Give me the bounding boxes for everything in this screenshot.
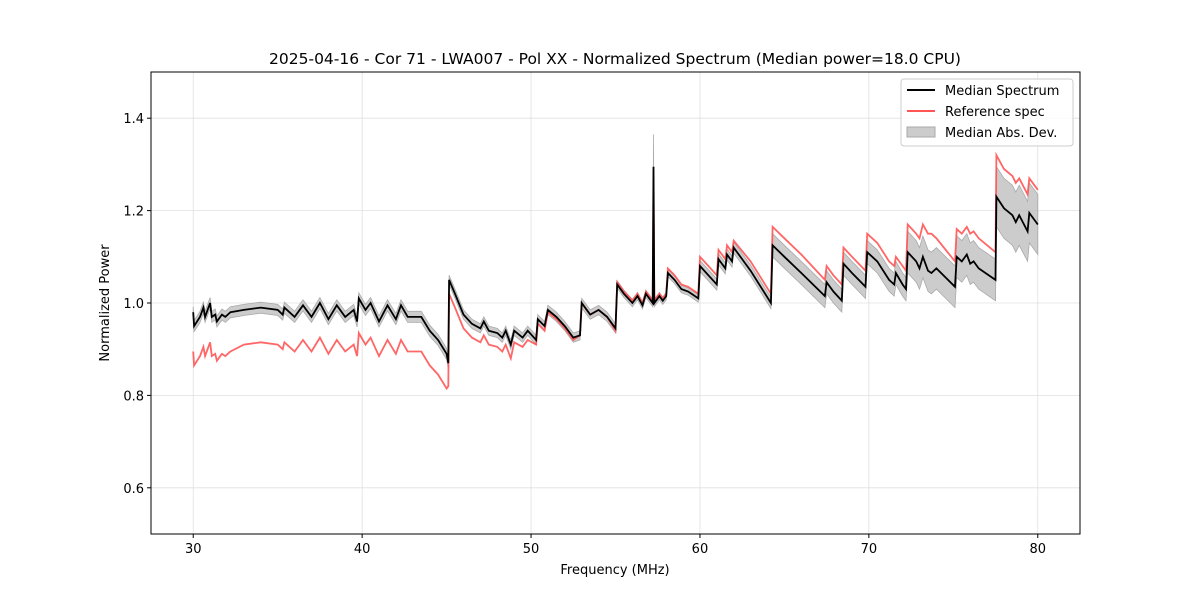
- y-tick-label: 1.4: [123, 112, 144, 127]
- legend: Median Spectrum Reference spec Median Ab…: [900, 78, 1074, 147]
- y-axis-label: Normalized Power: [98, 244, 113, 362]
- y-tick-label: 0.8: [123, 389, 144, 404]
- axis-ticks: 30 40 50 60 70 80 0.6 0.8 1.0 1.2 1.4: [123, 112, 1046, 557]
- x-tick-label: 50: [523, 542, 540, 557]
- legend-reference-label: Reference spec: [945, 105, 1045, 120]
- y-tick-label: 1.2: [123, 205, 144, 220]
- x-tick-label: 30: [185, 542, 202, 557]
- x-axis-label: Frequency (MHz): [560, 563, 669, 578]
- x-tick-label: 80: [1029, 542, 1046, 557]
- y-tick-label: 0.6: [123, 482, 144, 497]
- legend-median-label: Median Spectrum: [945, 84, 1059, 99]
- legend-mad-swatch: [906, 126, 936, 138]
- median-spectrum-line: [192, 166, 1039, 364]
- y-tick-label: 1.0: [123, 297, 144, 312]
- legend-mad-label: Median Abs. Dev.: [945, 126, 1057, 141]
- legend-box: [900, 78, 1074, 147]
- x-tick-label: 60: [692, 542, 709, 557]
- reference-spectrum-line: [192, 151, 1039, 391]
- x-tick-label: 40: [354, 542, 371, 557]
- chart-title: 2025-04-16 - Cor 71 - LWA007 - Pol XX - …: [269, 50, 961, 68]
- x-tick-label: 70: [861, 542, 878, 557]
